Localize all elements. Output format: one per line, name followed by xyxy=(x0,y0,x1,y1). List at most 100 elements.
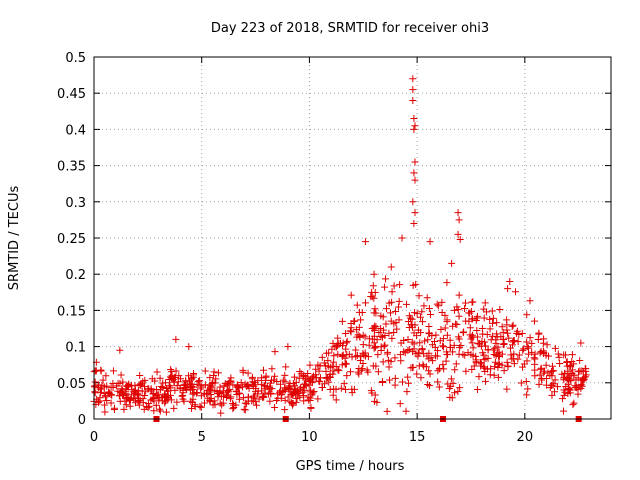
data-point xyxy=(480,314,488,322)
data-point xyxy=(555,353,563,361)
data-point xyxy=(281,371,289,379)
data-point xyxy=(155,395,163,403)
data-point xyxy=(494,373,502,381)
data-point xyxy=(239,383,247,391)
data-point xyxy=(489,332,497,340)
data-point xyxy=(481,364,489,372)
x-axis-ticks: 0 5 10 15 20 xyxy=(90,57,533,445)
data-point xyxy=(405,379,413,387)
data-point xyxy=(94,381,102,389)
data-point xyxy=(302,382,310,390)
data-point xyxy=(498,323,506,331)
data-point xyxy=(161,399,169,407)
data-point xyxy=(383,350,391,358)
data-point xyxy=(347,291,355,299)
data-point xyxy=(335,367,343,375)
data-point xyxy=(380,326,387,334)
y-tick-label: 0 xyxy=(78,413,86,428)
data-point xyxy=(523,391,531,399)
data-point xyxy=(394,303,402,311)
data-point xyxy=(450,341,458,349)
data-point xyxy=(351,317,359,325)
data-point xyxy=(239,366,247,374)
data-point xyxy=(361,238,369,246)
data-point xyxy=(289,391,297,399)
data-point xyxy=(234,384,242,392)
data-point xyxy=(415,362,423,370)
data-point xyxy=(425,323,433,331)
data-point xyxy=(226,385,234,393)
data-point xyxy=(271,403,279,411)
data-point xyxy=(506,277,514,285)
data-point xyxy=(110,405,118,413)
data-point xyxy=(271,372,279,380)
data-point xyxy=(96,397,104,405)
data-point xyxy=(451,366,459,374)
data-point xyxy=(469,298,477,306)
data-point xyxy=(334,366,342,374)
data-point xyxy=(426,238,434,246)
data-point xyxy=(172,335,180,343)
data-point xyxy=(257,374,265,382)
data-point xyxy=(538,376,546,384)
x-tick-label: 5 xyxy=(198,430,206,445)
data-point xyxy=(456,384,464,392)
data-point xyxy=(556,359,564,367)
data-point xyxy=(370,294,378,302)
data-point xyxy=(568,369,576,377)
data-point xyxy=(473,312,481,320)
data-point xyxy=(403,388,411,396)
data-point xyxy=(445,385,453,393)
data-point xyxy=(460,328,468,336)
data-point xyxy=(162,408,170,416)
data-point xyxy=(482,308,490,316)
data-point xyxy=(270,376,278,384)
data-point xyxy=(332,362,340,370)
data-point xyxy=(296,367,304,375)
data-point xyxy=(448,394,456,402)
data-point xyxy=(566,363,574,371)
data-point xyxy=(525,344,533,352)
data-point xyxy=(136,396,144,404)
data-point xyxy=(572,376,580,384)
data-point xyxy=(535,380,543,388)
data-point xyxy=(230,403,238,411)
data-point xyxy=(488,307,496,315)
data-point xyxy=(347,324,355,332)
data-point xyxy=(138,387,146,395)
data-point xyxy=(425,330,433,338)
data-point xyxy=(426,310,434,318)
data-point xyxy=(382,305,390,313)
data-point xyxy=(244,397,252,405)
data-point xyxy=(325,378,333,386)
data-point xyxy=(166,382,174,390)
data-point xyxy=(455,216,463,224)
data-point xyxy=(433,352,441,360)
data-point xyxy=(334,334,342,342)
data-point xyxy=(170,378,178,386)
data-point xyxy=(416,339,424,347)
data-point xyxy=(504,285,512,293)
data-point xyxy=(468,366,476,374)
data-point xyxy=(329,339,337,347)
data-point xyxy=(561,369,569,377)
data-point xyxy=(494,364,502,372)
data-point xyxy=(330,385,338,393)
data-point xyxy=(398,378,406,386)
data-point xyxy=(166,391,174,399)
data-point xyxy=(310,387,318,395)
data-point xyxy=(409,86,417,94)
data-point xyxy=(418,308,426,316)
data-point xyxy=(409,75,417,83)
data-point xyxy=(232,387,240,395)
data-point xyxy=(135,381,143,389)
data-point xyxy=(183,385,191,393)
data-point xyxy=(191,401,199,409)
data-point xyxy=(560,386,568,394)
data-point xyxy=(284,343,292,351)
data-point xyxy=(387,317,395,325)
data-point xyxy=(468,339,476,347)
data-point xyxy=(438,309,446,317)
x-tick-label: 20 xyxy=(517,430,534,445)
data-point xyxy=(388,288,396,296)
